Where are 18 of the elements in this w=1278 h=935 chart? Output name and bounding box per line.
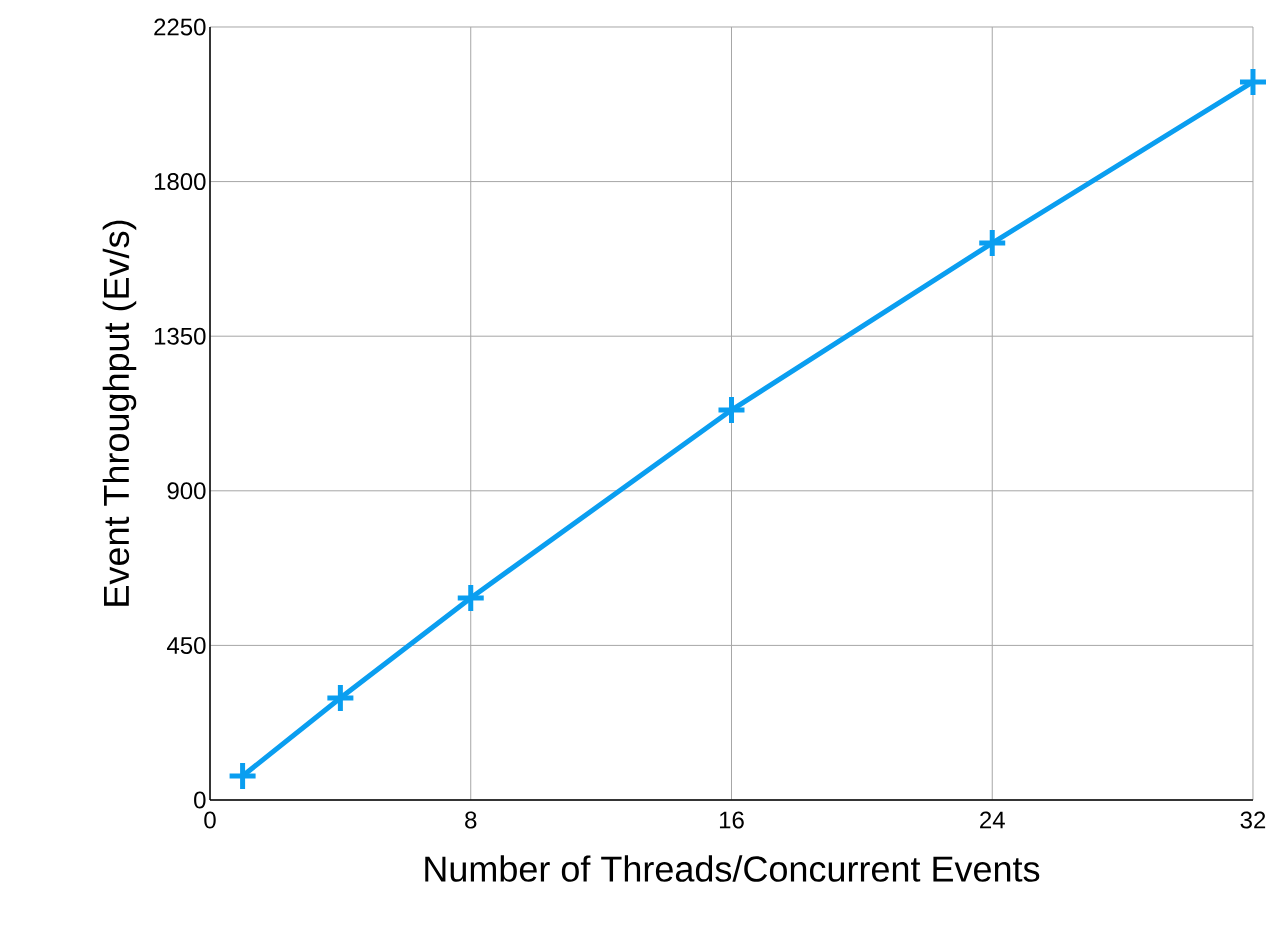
- y-tick-label: 1800: [154, 173, 206, 191]
- y-tick-label: 900: [167, 482, 206, 500]
- x-tick-label: 32: [1240, 811, 1266, 829]
- y-tick-label: 450: [166, 636, 206, 654]
- x-axis-title: Number of Threads/Concurrent Events: [425, 855, 1040, 882]
- x-tick-label: 8: [465, 811, 477, 829]
- point: [229, 762, 256, 789]
- y-axis-title: Event Throughput (Ev/s): [102, 220, 137, 606]
- y-tick-label: 2250: [154, 18, 206, 36]
- point: [718, 397, 745, 424]
- x-tick-label: 16: [719, 811, 744, 829]
- y-tick-label: 0: [194, 791, 206, 809]
- point: [327, 684, 354, 711]
- point: [1239, 68, 1266, 95]
- y-tick-label: 1350: [154, 327, 206, 345]
- x-tick-label: 24: [980, 811, 1005, 829]
- point: [457, 584, 484, 611]
- point: [979, 230, 1006, 257]
